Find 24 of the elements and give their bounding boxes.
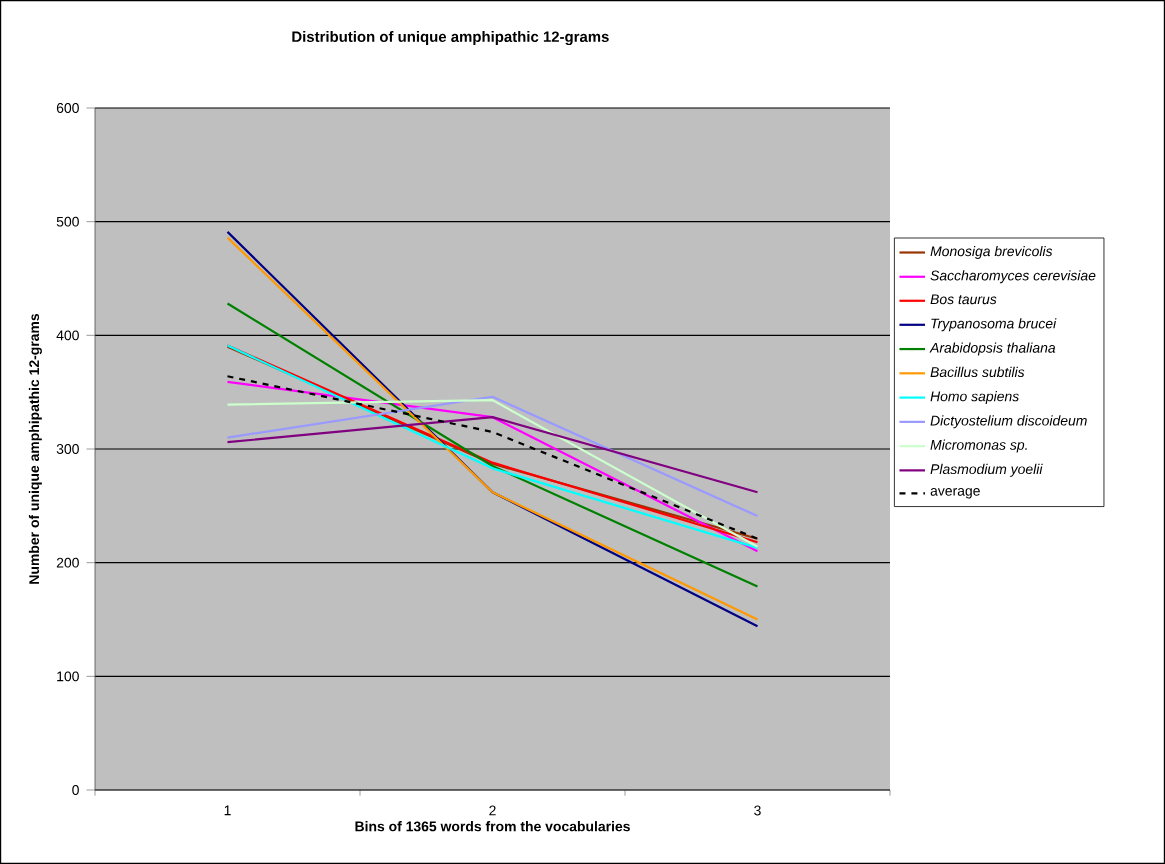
legend-label: Arabidopsis thaliana xyxy=(929,342,1056,356)
y-tick-label: 600 xyxy=(56,103,79,113)
y-tick-label: 200 xyxy=(56,557,79,568)
x-axis-title: Bins of 1365 words from the vocabularies xyxy=(355,821,630,832)
legend-label: Saccharomyces cerevisiae xyxy=(930,270,1096,284)
legend-label: Micromonas sp. xyxy=(930,439,1027,453)
legend-label: average xyxy=(930,488,980,499)
x-tick-label: 3 xyxy=(754,805,761,816)
legend-label: Bos taurus xyxy=(930,294,997,305)
x-tick-label: 2 xyxy=(489,805,496,816)
y-tick-label: 400 xyxy=(56,330,79,341)
y-axis-title: Number of unique amphipathic 12-grams xyxy=(28,313,42,584)
y-tick-label: 0 xyxy=(72,785,79,795)
legend-label: Homo sapiens xyxy=(930,391,1019,405)
legend-label: Plasmodium yoelii xyxy=(930,463,1043,477)
y-tick-label: 300 xyxy=(56,444,79,454)
chart-title: Distribution of unique amphipathic 12-grams xyxy=(292,31,609,45)
y-tick-label: 500 xyxy=(56,216,79,227)
x-tick-label: 1 xyxy=(224,805,231,816)
legend-label: Dictyostelium discoideum xyxy=(930,415,1087,429)
legend-label: Trypanosoma brucei xyxy=(931,318,1057,332)
y-tick-label: 100 xyxy=(57,671,79,682)
legend-label: Monosiga brevicolis xyxy=(930,245,1053,259)
legend-label: Bacillus subtilis xyxy=(930,366,1025,378)
